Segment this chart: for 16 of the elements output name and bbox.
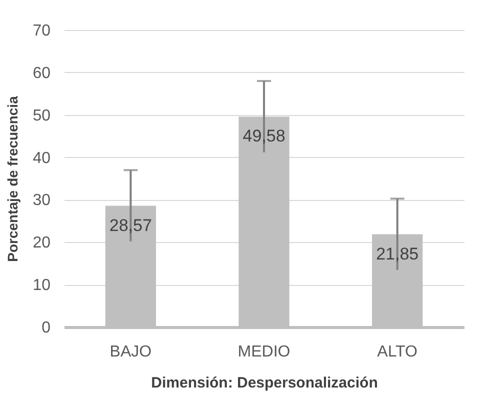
y-tick-label: 20 — [32, 234, 51, 252]
y-tick-label: 50 — [32, 107, 51, 124]
y-tick-label: 0 — [42, 320, 51, 336]
y-tick-label: 60 — [32, 64, 51, 82]
x-axis-title: Dimensión: Despersonalización — [151, 374, 378, 392]
data-label: 49,58 — [242, 126, 286, 146]
y-tick-label: 30 — [32, 192, 51, 210]
y-axis-title: Porcentaje de frecuencia — [4, 96, 21, 262]
y-tick-label: 70 — [32, 22, 51, 40]
x-tick-label: ALTO — [377, 344, 418, 360]
x-tick-label: BAJO — [110, 344, 152, 360]
y-tick-label: 10 — [32, 277, 51, 294]
x-tick-label: MEDIO — [238, 344, 290, 360]
data-label: 21,85 — [376, 244, 419, 264]
y-tick-label: 40 — [32, 150, 51, 167]
data-label: 28,57 — [109, 216, 152, 235]
